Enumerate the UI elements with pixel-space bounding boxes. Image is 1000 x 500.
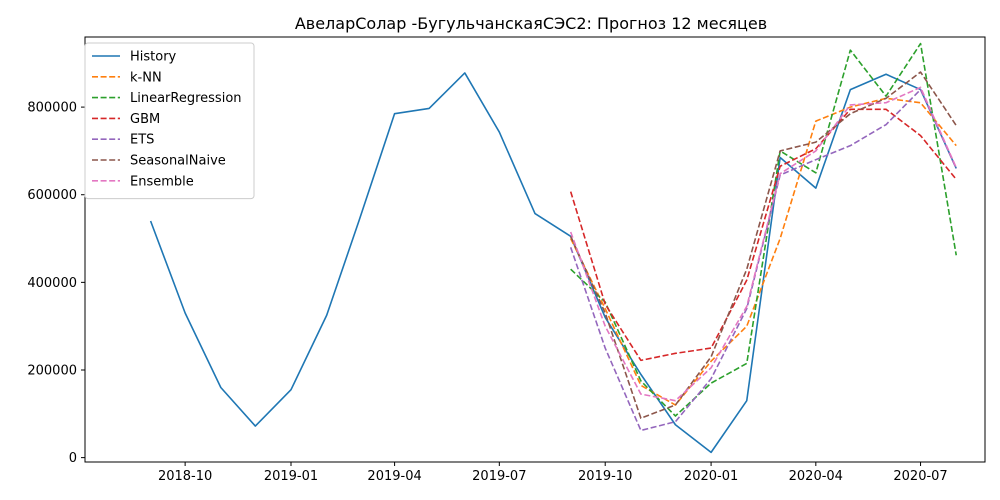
legend-label-history: History	[130, 50, 177, 65]
chart-title: АвеларСолар -БугульчанскаяСЭС2: Прогноз …	[295, 14, 767, 33]
y-tick-label: 400000	[27, 276, 77, 291]
y-tick-label: 0	[69, 451, 77, 466]
legend-label-ensemble: Ensemble	[130, 174, 194, 189]
series-line-gbm	[569, 108, 957, 362]
y-axis: 0 200000 400000 600000 800000	[27, 101, 85, 466]
legend-box	[84, 42, 255, 200]
y-tick-label: 600000	[27, 188, 77, 203]
x-tick-label: 2020-04	[789, 469, 843, 484]
plot-frame	[84, 36, 986, 463]
legend-label-k-nn: k-NN	[130, 70, 162, 85]
series-line-ensemble	[569, 86, 957, 402]
x-tick-label: 2019-01	[264, 469, 318, 484]
x-tick-label: 2019-07	[472, 469, 526, 484]
x-tick-label: 2019-10	[578, 469, 632, 484]
x-tick-label: 2020-07	[893, 469, 947, 484]
x-axis: 2018-10 2019-01 2019-04 2019-07 2019-10 2020-…	[158, 462, 948, 484]
y-tick-label: 800000	[27, 101, 77, 116]
series-line-k-nn	[569, 97, 957, 406]
legend-label-ets: ETS	[130, 133, 154, 148]
series-layer	[149, 42, 958, 454]
legend-label-gbm: GBM	[130, 112, 160, 127]
legend-label-seasonalnaive: SeasonalNaive	[130, 154, 226, 169]
legend: History k-NN LinearRegression GBM ETS Seasona…	[84, 42, 255, 200]
x-tick-label: 2018-10	[158, 469, 212, 484]
y-tick-label: 200000	[27, 363, 77, 378]
legend-label-linearregression: LinearRegression	[130, 91, 242, 106]
x-tick-label: 2019-04	[367, 469, 421, 484]
series-line-seasonalnaive	[569, 71, 957, 419]
series-line-linearregression	[570, 42, 958, 417]
x-tick-label: 2020-01	[684, 469, 738, 484]
series-line-history	[149, 72, 957, 454]
